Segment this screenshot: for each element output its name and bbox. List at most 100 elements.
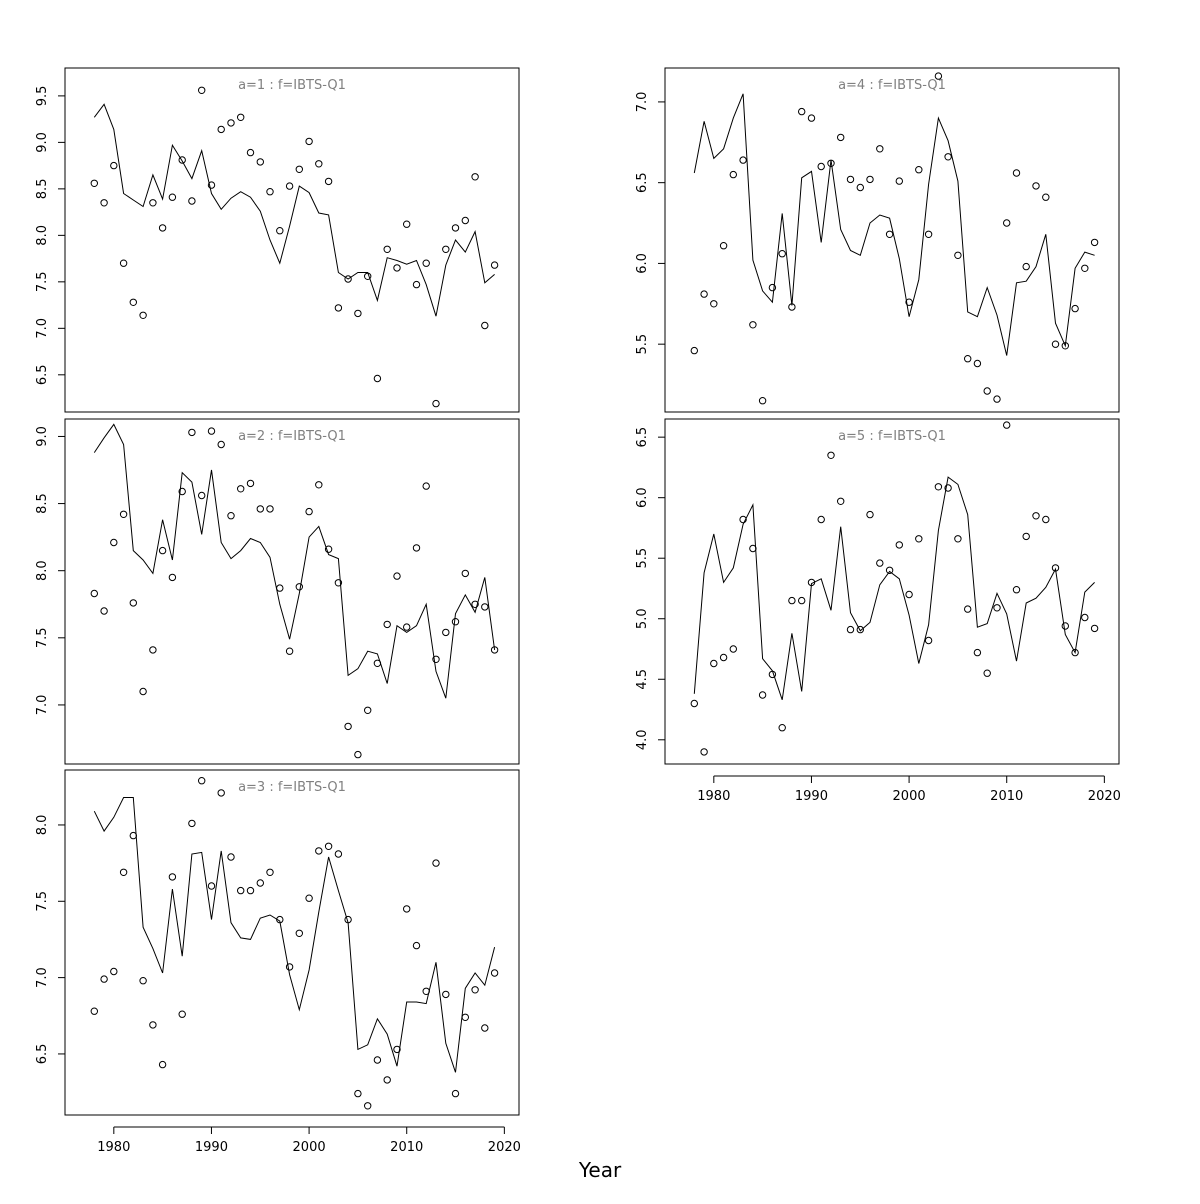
panel-1-observed-point [246,148,255,157]
panel-2-observed-point [217,440,225,449]
panel-2-observed-point [442,628,450,637]
panel-5-observed-point [690,699,698,708]
panel-2-observed-point [256,505,264,513]
panel-4-observed-point [983,387,991,395]
panel-3-observed-point [100,975,108,983]
panel-4-observed-point [1071,304,1079,313]
panel-5-observed-point [964,605,972,613]
panel-4-observed-point [876,145,884,153]
panel-2-observed-point [383,620,391,629]
panel-1-observed-point [422,259,430,267]
panel-4-observed-point [1022,262,1030,271]
panel-5-observed-point [1071,648,1079,657]
panel-3-observed-point [110,967,118,976]
panel-1-observed-point [110,161,118,170]
panel-3-observed-point [276,915,284,924]
panel-2-observed-point [373,659,382,667]
panel-5-observed-point [798,596,806,605]
panel-4-y-tick-label: 6.0 [635,253,650,274]
panel-3-observed-point [490,969,499,977]
panel-2-observed-point [364,706,372,714]
panel-5-observed-point [1081,613,1089,622]
panel-5-observed-point [934,483,943,491]
panel-3-x-tick-label: 1990 [195,1140,228,1155]
panel-1-observed-point [412,280,421,289]
panel-3-observed-point [266,868,274,876]
panel-1-observed-point [442,245,450,254]
panel-5-observed-point [983,669,991,677]
panel-1-observed-point [178,156,186,164]
panel-1-observed-point [217,125,225,134]
panel-2-observed-point [412,544,421,552]
panel-2-observed-point [276,584,284,592]
panel-2-observed-point [334,579,343,587]
panel-5-observed-point [778,724,786,732]
panel-5-y-tick-label: 4.5 [635,669,650,690]
panel-1-observed-point [354,309,362,318]
panel-4-fitted-line [693,93,1095,356]
panel-3-y-tick-label: 8.0 [35,815,50,836]
panel-3-title: a=3 : f=IBTS-Q1 [238,780,346,795]
panel-2-observed-point [158,546,167,555]
panel-5-observed-point [1003,421,1011,429]
panel-4-observed-point [1090,238,1099,247]
panel-4-observed-point [719,242,728,250]
panel-1-observed-point [364,272,372,280]
panel-2-y-tick-label: 7.5 [35,627,50,648]
panel-4-observed-point [973,359,982,368]
panel-2-observed-point [129,599,138,607]
panel-2-y-tick-label: 9.0 [35,426,50,447]
panel-3-observed-point [373,1056,382,1064]
panel-1-observed-point [158,224,167,232]
panel-4-observed-point [749,321,757,329]
panel-5-y-tick-label: 6.5 [635,427,650,448]
panel-1-observed-point [227,119,235,127]
panel-3-observed-point [334,850,343,858]
panel-1-y-tick-label: 7.0 [35,318,50,339]
panel-5-observed-point [924,636,933,645]
panel-3-observed-point [471,986,479,994]
panel-2-observed-point [266,505,274,513]
panel-1-y-tick-label: 9.0 [35,132,50,153]
panel-5-title: a=5 : f=IBTS-Q1 [838,429,946,444]
panel-5-observed-point [768,670,777,679]
panel-5-observed-point [885,566,894,574]
panel-3-observed-point [119,868,128,876]
panel-5-observed-point [905,590,913,599]
panel-4-observed-point [700,290,708,298]
panel-4-y-tick-label: 7.0 [635,92,650,113]
panel-2-observed-point [178,487,186,496]
panel-5-observed-point [895,541,903,549]
panel-1-observed-point [100,199,108,207]
panel-4-observed-point [1003,219,1011,227]
panel-3-observed-point [227,853,235,861]
panel-5-observed-point [807,578,816,587]
panel-1-observed-point [90,179,99,188]
panel-2-observed-point [237,485,245,493]
panel-3-fitted-line [93,797,496,1073]
panel-1-observed-point [198,86,206,95]
panel-5-observed-point [876,559,884,567]
panel-4-observed-point [827,159,835,168]
panel-4-observed-point [856,183,864,192]
panel-4-title: a=4 : f=IBTS-Q1 [838,78,946,93]
panel-4-observed-point [710,300,718,308]
panel-1-y-tick-label: 8.0 [35,225,50,246]
panel-1-observed-point [188,197,196,205]
panel-4-observed-point [729,170,737,179]
panel-5-observed-point [710,659,718,668]
panel-3-observed-point [149,1021,157,1029]
panel-2-observed-point [285,647,294,655]
panel-3-observed-point [442,990,450,999]
panel-5-observed-point [758,691,767,699]
panel-4-observed-point [915,166,923,174]
panel-3-y-tick-label: 6.5 [35,1044,50,1065]
panel-5-observed-point [954,535,962,543]
panel-5-x-tick-label: 2020 [1088,789,1121,804]
panel-1-fitted-line [93,103,495,317]
panel-5-observed-point [827,451,835,459]
panel-4-observed-point [837,133,845,142]
panel-5-y-tick-label: 4.0 [635,729,650,750]
panel-5-observed-point [719,653,728,662]
panel-5-observed-point [1051,564,1060,572]
